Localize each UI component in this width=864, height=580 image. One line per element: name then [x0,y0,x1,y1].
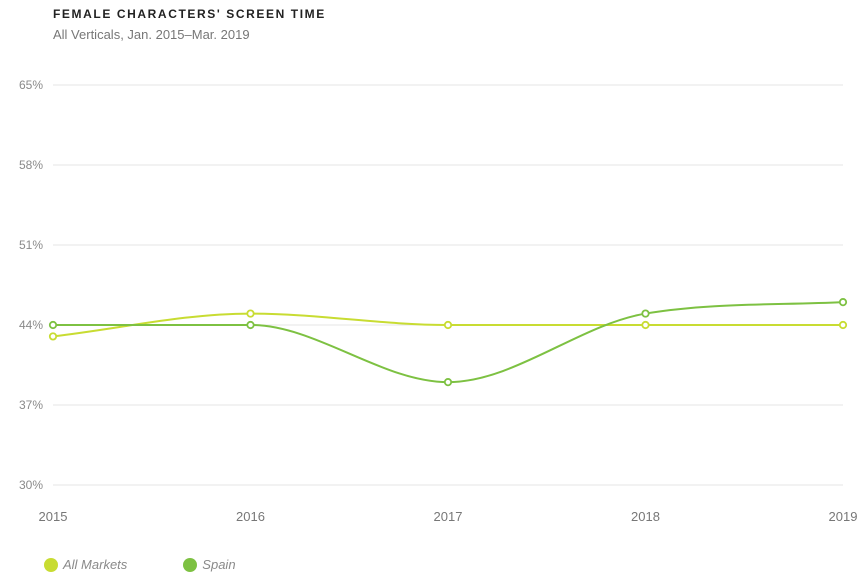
legend-swatch-spain [183,557,198,572]
y-tick-label: 51% [19,238,43,252]
data-point[interactable] [443,320,453,330]
x-tick-label: 2019 [829,509,858,524]
x-tick-label: 2017 [434,509,463,524]
gridlines [53,84,843,486]
y-tick-label: 65% [19,78,43,92]
legend: All Markets Spain [44,557,236,572]
series-line-spain[interactable] [52,301,844,384]
data-point[interactable] [443,378,453,387]
data-point[interactable] [641,320,650,330]
x-tick-label: 2018 [631,509,660,524]
chart-subtitle: All Verticals, Jan. 2015–Mar. 2019 [53,27,250,42]
data-point[interactable] [48,332,58,341]
data-point[interactable] [48,320,58,330]
line-chart: 65% 58% 51% 44% 37% 30% 2015 2016 2017 2018 2019 [19,78,858,524]
data-point[interactable] [246,320,255,330]
series-points [48,298,848,387]
data-point[interactable] [641,309,650,318]
data-point[interactable] [838,320,848,330]
legend-label-all-markets: All Markets [63,557,128,572]
series-lines [52,301,844,384]
y-tick-label: 37% [19,398,43,412]
x-tick-label: 2015 [39,509,68,524]
x-axis: 2015 2016 2017 2018 2019 [39,509,858,524]
y-tick-label: 30% [19,478,43,492]
data-point[interactable] [838,298,848,307]
data-point[interactable] [246,309,255,318]
legend-item-all-markets[interactable]: All Markets [44,557,127,572]
legend-item-spain[interactable]: Spain [183,557,236,572]
y-axis: 65% 58% 51% 44% 37% 30% [19,78,43,492]
x-tick-label: 2016 [236,509,265,524]
legend-label-spain: Spain [202,557,236,572]
y-tick-label: 44% [19,318,43,332]
legend-swatch-all-markets [44,557,58,572]
y-tick-label: 58% [19,158,43,172]
chart-title: FEMALE CHARACTERS' SCREEN TIME [53,7,326,21]
